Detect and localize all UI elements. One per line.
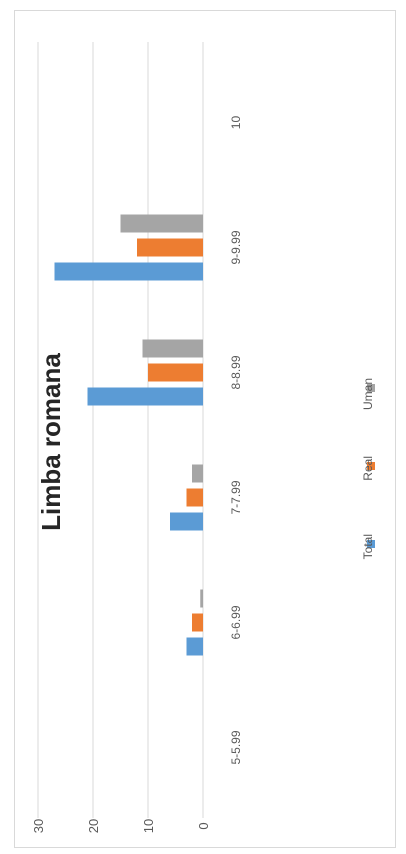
legend-swatch-total [367, 540, 375, 548]
bar-total [170, 512, 203, 531]
bar-uman [120, 214, 203, 233]
legend-label-uman: Uman [361, 378, 375, 410]
bar-total [54, 262, 203, 281]
category-label: 5-5.99 [229, 730, 243, 764]
bar-total [186, 637, 203, 656]
category-label: 10 [229, 116, 243, 130]
bar-real [192, 613, 203, 632]
bar-uman [192, 464, 203, 483]
y-tick-label: 20 [86, 819, 101, 833]
chart-frame [14, 10, 396, 848]
y-tick-label: 10 [141, 819, 156, 833]
bar-real [137, 238, 203, 257]
chart-title: Limba romana [36, 353, 66, 531]
y-tick-label: 30 [31, 819, 46, 833]
category-label: 8-8.99 [229, 355, 243, 389]
bar-uman [142, 339, 203, 358]
legend-swatch-real [367, 462, 375, 470]
bar-real [186, 488, 203, 507]
bar-real [148, 363, 203, 382]
bar-uman [200, 589, 203, 608]
category-label: 7-7.99 [229, 480, 243, 514]
bar-total [87, 387, 203, 406]
legend-label-total: Total [361, 534, 375, 559]
category-label: 9-9.99 [229, 230, 243, 264]
legend-label-real: Real [361, 456, 375, 481]
category-label: 6-6.99 [229, 605, 243, 639]
y-tick-label: 0 [196, 822, 211, 829]
legend-swatch-uman [367, 384, 375, 392]
